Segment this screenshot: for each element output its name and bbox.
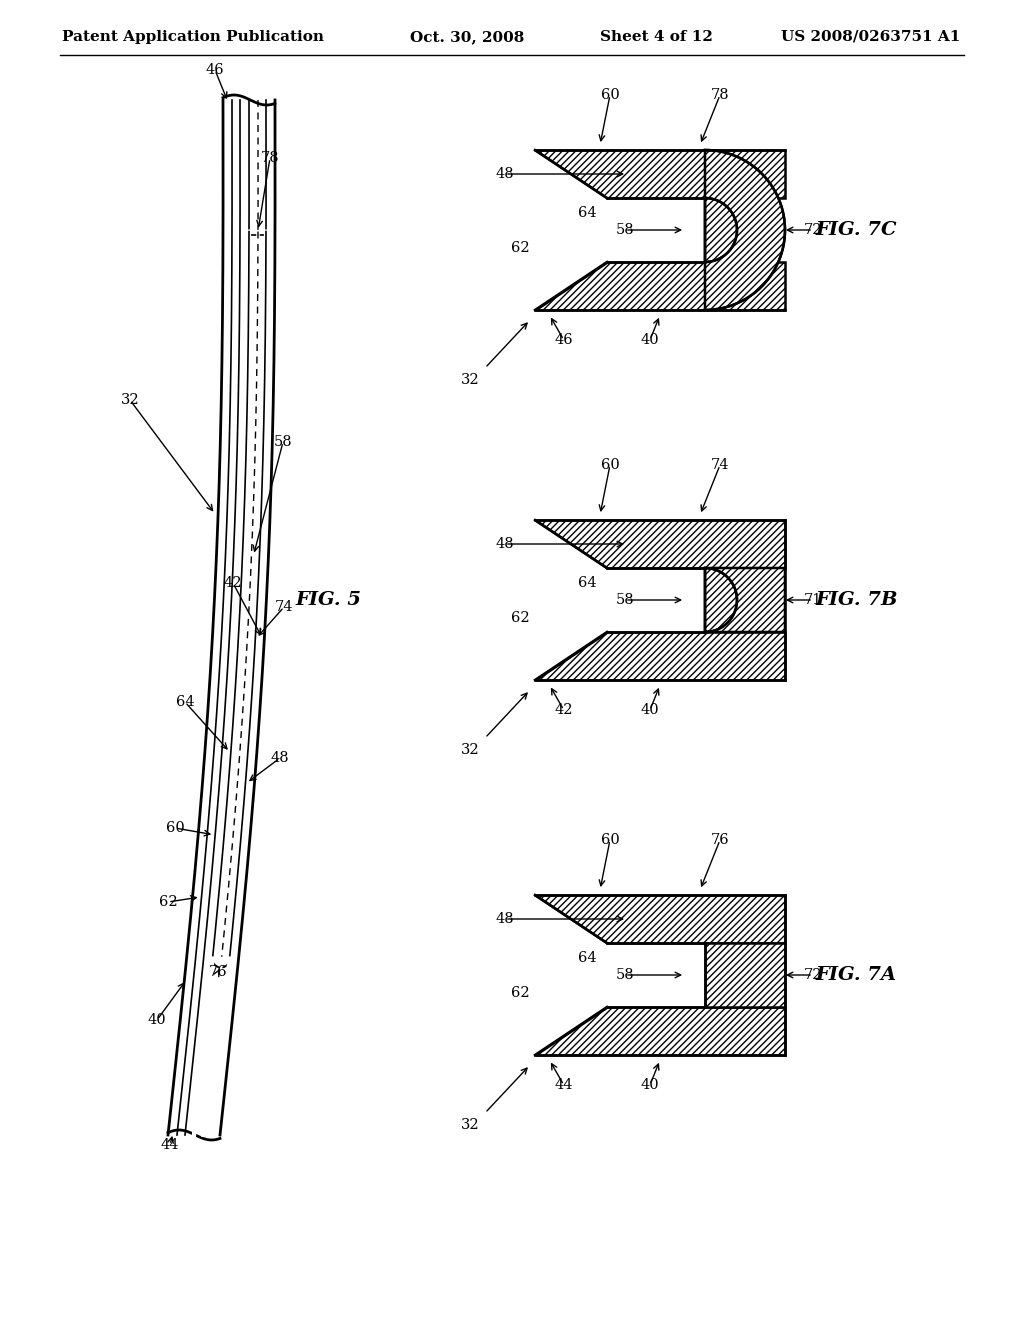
Text: 48: 48	[496, 168, 514, 181]
Text: 48: 48	[496, 912, 514, 927]
Text: 42: 42	[224, 576, 243, 590]
Text: 58: 58	[615, 968, 634, 982]
Text: 40: 40	[641, 704, 659, 717]
Text: 64: 64	[578, 950, 596, 965]
Text: 60: 60	[601, 833, 620, 847]
Text: 42: 42	[555, 704, 573, 717]
Text: 64: 64	[176, 696, 195, 709]
Text: 60: 60	[601, 458, 620, 473]
Text: 40: 40	[641, 1078, 659, 1092]
Text: 76: 76	[711, 833, 729, 847]
Text: 40: 40	[147, 1012, 166, 1027]
Text: 58: 58	[615, 223, 634, 238]
Text: 62: 62	[159, 895, 177, 909]
Text: 78: 78	[261, 150, 280, 165]
Text: 32: 32	[461, 743, 479, 756]
Text: 44: 44	[161, 1138, 179, 1152]
Text: 78: 78	[711, 88, 729, 102]
Text: 71: 71	[804, 593, 822, 607]
Text: 72: 72	[804, 223, 822, 238]
Text: 48: 48	[270, 751, 290, 766]
Text: 58: 58	[273, 436, 292, 449]
Text: 32: 32	[121, 393, 139, 407]
Polygon shape	[705, 150, 785, 310]
Text: Patent Application Publication: Patent Application Publication	[62, 30, 324, 44]
Text: FIG. 7B: FIG. 7B	[815, 591, 897, 609]
Text: 40: 40	[641, 333, 659, 347]
Text: 60: 60	[601, 88, 620, 102]
Text: 32: 32	[461, 1118, 479, 1133]
Text: 44: 44	[555, 1078, 573, 1092]
Text: FIG. 7C: FIG. 7C	[815, 220, 896, 239]
Text: 64: 64	[578, 576, 596, 590]
Text: 58: 58	[615, 593, 634, 607]
Text: Sheet 4 of 12: Sheet 4 of 12	[600, 30, 713, 44]
Text: 72: 72	[804, 968, 822, 982]
Polygon shape	[535, 150, 785, 198]
Text: 64: 64	[578, 206, 596, 220]
Text: 48: 48	[496, 537, 514, 550]
Text: 46: 46	[554, 333, 573, 347]
Polygon shape	[535, 261, 785, 310]
Text: 74: 74	[711, 458, 729, 473]
Text: 46: 46	[206, 63, 224, 77]
Polygon shape	[705, 942, 785, 1007]
Text: 74: 74	[274, 601, 293, 614]
Text: 62: 62	[511, 986, 529, 999]
Text: FIG. 5: FIG. 5	[295, 591, 361, 609]
Text: 60: 60	[166, 821, 184, 836]
Text: 62: 62	[511, 240, 529, 255]
Text: 32: 32	[461, 374, 479, 387]
Polygon shape	[535, 1007, 785, 1055]
Text: 76: 76	[209, 965, 227, 979]
Text: FIG. 7A: FIG. 7A	[815, 966, 896, 983]
Polygon shape	[535, 520, 785, 568]
Text: US 2008/0263751 A1: US 2008/0263751 A1	[780, 30, 961, 44]
Polygon shape	[705, 568, 785, 632]
Polygon shape	[535, 632, 785, 680]
Polygon shape	[535, 895, 785, 942]
Text: 62: 62	[511, 611, 529, 624]
Text: Oct. 30, 2008: Oct. 30, 2008	[410, 30, 524, 44]
